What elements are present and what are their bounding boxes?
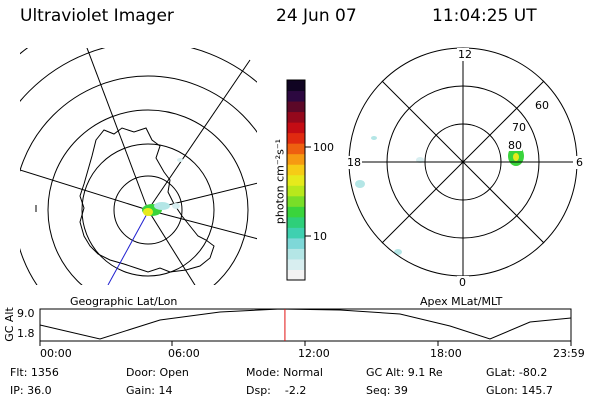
instrument-title: Ultraviolet Imager	[20, 6, 174, 26]
date-label: 24 Jun 07	[276, 6, 357, 26]
gc-altitude: GC Alt: 9.1 Re	[366, 366, 443, 379]
door-status: Door: Open	[126, 366, 189, 379]
colorbar-band	[287, 237, 305, 249]
colorbar-band	[287, 227, 305, 239]
coastline	[79, 127, 215, 273]
colorbar	[286, 79, 311, 281]
colorbar-band	[287, 132, 305, 144]
gain-value: Gain: 14	[126, 384, 173, 397]
colorbar-band	[287, 269, 305, 281]
time-tick-1800: 18:00	[430, 347, 462, 360]
colorbar-band	[287, 143, 305, 155]
colorbar-band	[287, 101, 305, 113]
colorbar-band	[287, 216, 305, 228]
polar-plot	[344, 47, 585, 289]
colorbar-band	[287, 185, 305, 197]
time-tick-1200: 12:00	[298, 347, 330, 360]
time-tick-0600: 06:00	[168, 347, 200, 360]
flight-number: Flt: 1356	[10, 366, 59, 379]
satellite-track	[107, 211, 149, 285]
mlt-label-6: 6	[576, 156, 583, 169]
colorbar-tick-100: 100	[313, 141, 334, 154]
colorbar-band	[287, 80, 305, 92]
left-map-caption: Geographic Lat/Lon	[70, 295, 178, 308]
mlt-label-18: 18	[347, 156, 361, 169]
mlat-label-80: 80	[508, 139, 522, 152]
mlt-label-12: 12	[458, 48, 472, 61]
sequence-number: Seq: 39	[366, 384, 408, 397]
time-label: 11:04:25 UT	[432, 6, 537, 26]
altitude-tick-1-8: 1.8	[17, 327, 35, 340]
time-tick-0000: 00:00	[40, 347, 72, 360]
colorbar-band	[287, 195, 305, 207]
right-map-caption: Apex MLat/MLT	[420, 295, 503, 308]
colorbar-band	[287, 248, 305, 260]
colorbar-band	[287, 90, 305, 102]
ip-value: IP: 36.0	[10, 384, 52, 397]
colorbar-band	[287, 153, 305, 165]
colorbar-tick-10: 10	[313, 230, 327, 243]
geographic-grid	[20, 48, 257, 285]
colorbar-band	[287, 206, 305, 218]
mlat-label-60: 60	[535, 99, 549, 112]
geographic-longitude: GLon: 145.7	[486, 384, 553, 397]
altitude-axis-label: GC Alt	[2, 307, 16, 342]
mode-value: Mode: Normal	[246, 366, 323, 379]
dsp-value: Dsp: -2.2	[246, 384, 307, 397]
geographic-latitude: GLat: -80.2	[486, 366, 548, 379]
colorbar-band	[287, 164, 305, 176]
mlt-label-0: 0	[459, 276, 466, 289]
colorbar-band	[287, 122, 305, 134]
colorbar-band	[287, 174, 305, 186]
altitude-curve	[39, 308, 572, 340]
colorbar-band	[287, 258, 305, 270]
time-tick-2359: 23:59	[553, 347, 585, 360]
colorbar-band	[287, 111, 305, 123]
mlat-label-70: 70	[512, 121, 526, 134]
altitude-tick-9: 9.0	[17, 307, 35, 320]
